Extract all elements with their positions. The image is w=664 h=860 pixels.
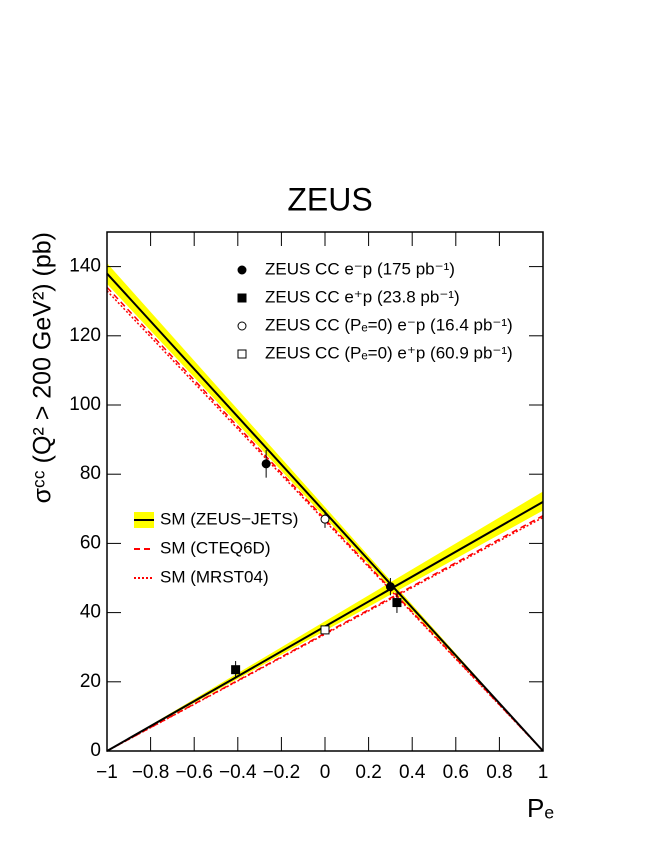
legend-label: SM (MRST04) <box>160 567 269 586</box>
data-point <box>385 582 395 592</box>
legend-label: ZEUS CC e⁺p (23.8 pb⁻¹) <box>265 287 460 306</box>
data-point <box>320 514 330 524</box>
model-line <box>106 515 544 752</box>
y-tick-label: 80 <box>80 463 101 484</box>
x-tick-label: 1 <box>538 762 549 783</box>
y-tick-label: 140 <box>69 256 101 277</box>
y-tick-label: 100 <box>69 394 101 415</box>
data-point <box>392 598 402 608</box>
x-tick-label: 0.2 <box>355 762 381 783</box>
model-line <box>106 286 544 752</box>
uncertainty-band <box>107 263 543 751</box>
x-tick-label: −0.6 <box>175 762 213 783</box>
x-axis-label: Pₑ <box>527 793 554 823</box>
uncertainty-band <box>107 491 543 751</box>
model-line <box>106 516 544 752</box>
legend-label: ZEUS CC (Pₑ=0) e⁻p (16.4 pb⁻¹) <box>265 315 513 334</box>
y-tick-label: 40 <box>80 602 101 623</box>
x-tick-label: −0.2 <box>263 762 301 783</box>
data-point <box>237 265 247 275</box>
legend-label: SM (CTEQ6D) <box>160 538 271 557</box>
legend-label: SM (ZEUS−JETS) <box>160 509 298 528</box>
data-point <box>237 293 247 303</box>
y-tick-label: 20 <box>80 671 101 692</box>
x-tick-label: −0.4 <box>219 762 257 783</box>
x-tick-label: −0.8 <box>132 762 170 783</box>
x-tick-label: 0.6 <box>443 762 469 783</box>
data-point <box>320 625 330 635</box>
y-tick-label: 120 <box>69 325 101 346</box>
x-tick-label: 0.8 <box>486 762 512 783</box>
x-tick-label: 0.4 <box>399 762 426 783</box>
x-tick-label: −1 <box>96 762 118 783</box>
y-tick-label: 60 <box>80 532 101 553</box>
plot-frame <box>106 231 544 752</box>
data-point <box>231 665 241 675</box>
y-axis-label: σᶜᶜ (Q² > 200 GeV²) (pb) <box>29 232 57 503</box>
x-tick-label: 0 <box>320 762 331 783</box>
data-point <box>237 349 247 359</box>
data-point <box>237 321 247 331</box>
data-point <box>261 459 271 469</box>
legend-label: ZEUS CC (Pₑ=0) e⁺p (60.9 pb⁻¹) <box>265 343 513 362</box>
chart-title: ZEUS <box>287 181 372 217</box>
legend-label: ZEUS CC e⁻p (175 pb⁻¹) <box>265 259 455 278</box>
y-tick-label: 0 <box>90 740 101 761</box>
